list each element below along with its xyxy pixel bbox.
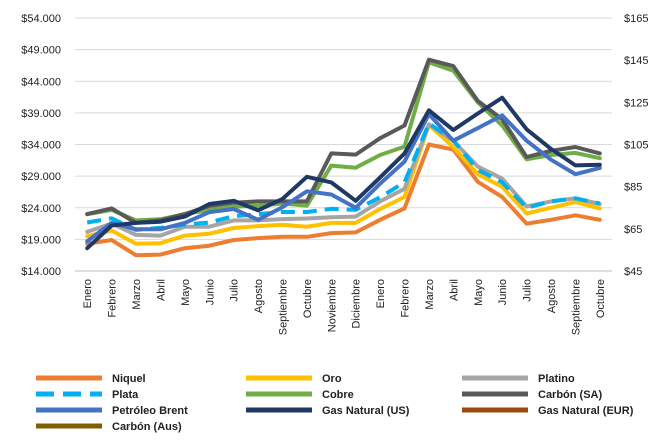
y-right-tick-label: $105 <box>624 140 648 152</box>
y-left-tick-label: $44.000 <box>21 76 61 88</box>
x-tick-label: Noviembre <box>326 279 338 332</box>
y-right-tick-label: $165 <box>624 13 648 25</box>
series-line <box>85 122 602 238</box>
y-left-tick-label: $29.000 <box>21 171 61 183</box>
x-tick-label: Marzo <box>424 279 436 310</box>
series-line <box>85 112 602 244</box>
x-tick-label: Octubre <box>302 279 314 318</box>
x-tick-label: Febrero <box>400 279 412 318</box>
y-left-tick-label: $54.000 <box>21 13 61 25</box>
x-tick-label: Octubre <box>595 279 607 318</box>
y-left-tick-label: $19.000 <box>21 234 61 246</box>
y-left-tick-label: $49.000 <box>21 45 61 57</box>
x-tick-label: Junio <box>204 279 216 305</box>
legend-label: Petróleo Brent <box>112 405 188 417</box>
legend-label: Plata <box>112 389 139 401</box>
series-line <box>85 95 602 251</box>
series-line <box>85 57 602 225</box>
y-right-tick-label: $145 <box>624 55 648 67</box>
x-tick-label: Julio <box>229 279 241 302</box>
x-tick-label: Abril <box>155 279 167 301</box>
legend-label: Gas Natural (US) <box>322 405 410 417</box>
series-line <box>85 122 602 246</box>
x-tick-label: Junio <box>497 279 509 305</box>
axes: $14.000 $19.000 $24.000 $29.000 $34.000 $39.0… <box>21 13 648 335</box>
x-tick-label: Diciembre <box>351 279 363 329</box>
x-tick-label: Febrero <box>107 279 119 318</box>
y-left-tick-label: $34.000 <box>21 140 61 152</box>
x-tick-label: Mayo <box>473 279 485 306</box>
y-left-tick-label: $24.000 <box>21 203 61 215</box>
x-tick-label: Abril <box>448 279 460 301</box>
x-tick-label: Agosto <box>253 279 265 313</box>
legend-label: Niquel <box>112 373 146 385</box>
legend-label: Platino <box>538 373 575 385</box>
series-line <box>85 60 602 223</box>
x-tick-label: Marzo <box>131 279 143 310</box>
x-tick-label: Septiembre <box>277 279 289 335</box>
x-tick-label: Septiembre <box>570 279 582 335</box>
y-right-tick-label: $45 <box>624 266 642 278</box>
series-lines <box>85 57 602 258</box>
x-tick-label: Enero <box>375 279 387 308</box>
y-right-tick-label: $85 <box>624 182 642 194</box>
legend: Niquel Oro Platino Plata Cobre Carbón (SA) Pet… <box>36 373 634 433</box>
y-left-tick-label: $39.000 <box>21 108 61 120</box>
gridlines <box>75 17 612 272</box>
x-tick-label: Enero <box>82 279 94 308</box>
x-tick-label: Julio <box>522 279 534 302</box>
legend-label: Carbón (SA) <box>538 389 603 401</box>
legend-label: Carbón (Aus) <box>112 421 182 433</box>
legend-label: Cobre <box>322 389 354 401</box>
series-line <box>85 142 602 258</box>
x-tick-label: Mayo <box>180 279 192 306</box>
legend-label: Gas Natural (EUR) <box>538 405 634 417</box>
y-right-tick-label: $65 <box>624 224 642 236</box>
y-left-tick-label: $14.000 <box>21 266 61 278</box>
x-tick-label: Agosto <box>546 279 558 313</box>
y-right-tick-label: $125 <box>624 97 648 109</box>
legend-label: Oro <box>322 373 342 385</box>
